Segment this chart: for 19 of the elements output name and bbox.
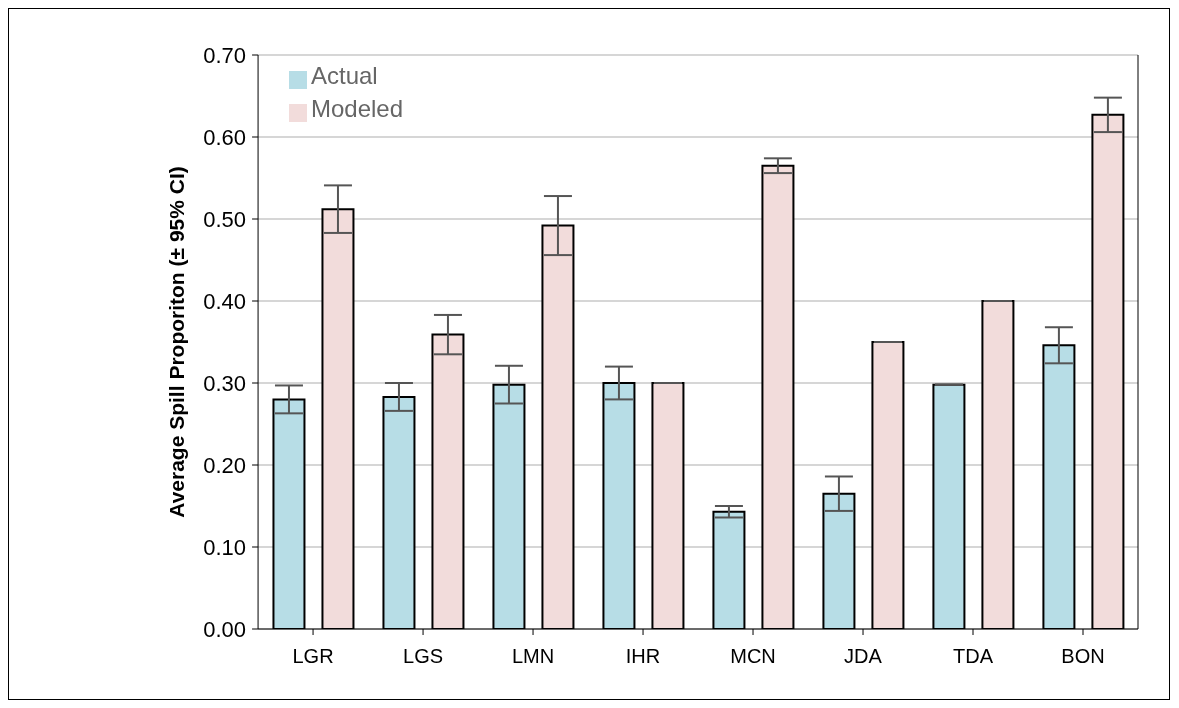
y-tick-label: 0.60	[203, 124, 247, 150]
y-tick-label: 0.30	[203, 370, 247, 396]
x-tick-label: TDA	[953, 645, 994, 668]
y-tick-label: 0.20	[203, 452, 247, 478]
x-tick-label: LGR	[292, 645, 334, 668]
x-tick-label: LGS	[403, 645, 444, 668]
x-tick-label: BON	[1061, 645, 1105, 668]
legend-label: Modeled	[311, 95, 404, 122]
y-tick-label: 0.10	[203, 534, 247, 560]
x-tick-label: JDA	[844, 645, 883, 668]
y-tick-label: 0.00	[203, 616, 247, 642]
y-axis-title: Average Spill Proporiton (± 95% CI)	[164, 166, 188, 518]
y-tick-label: 0.40	[203, 288, 247, 314]
y-tick-label: 0.70	[203, 42, 247, 68]
x-tick-label: MCN	[730, 645, 776, 668]
legend-label: Actual	[311, 62, 378, 89]
x-tick-label: LMN	[511, 645, 555, 668]
x-tick-label: IHR	[625, 645, 661, 668]
y-tick-label: 0.50	[203, 206, 247, 232]
